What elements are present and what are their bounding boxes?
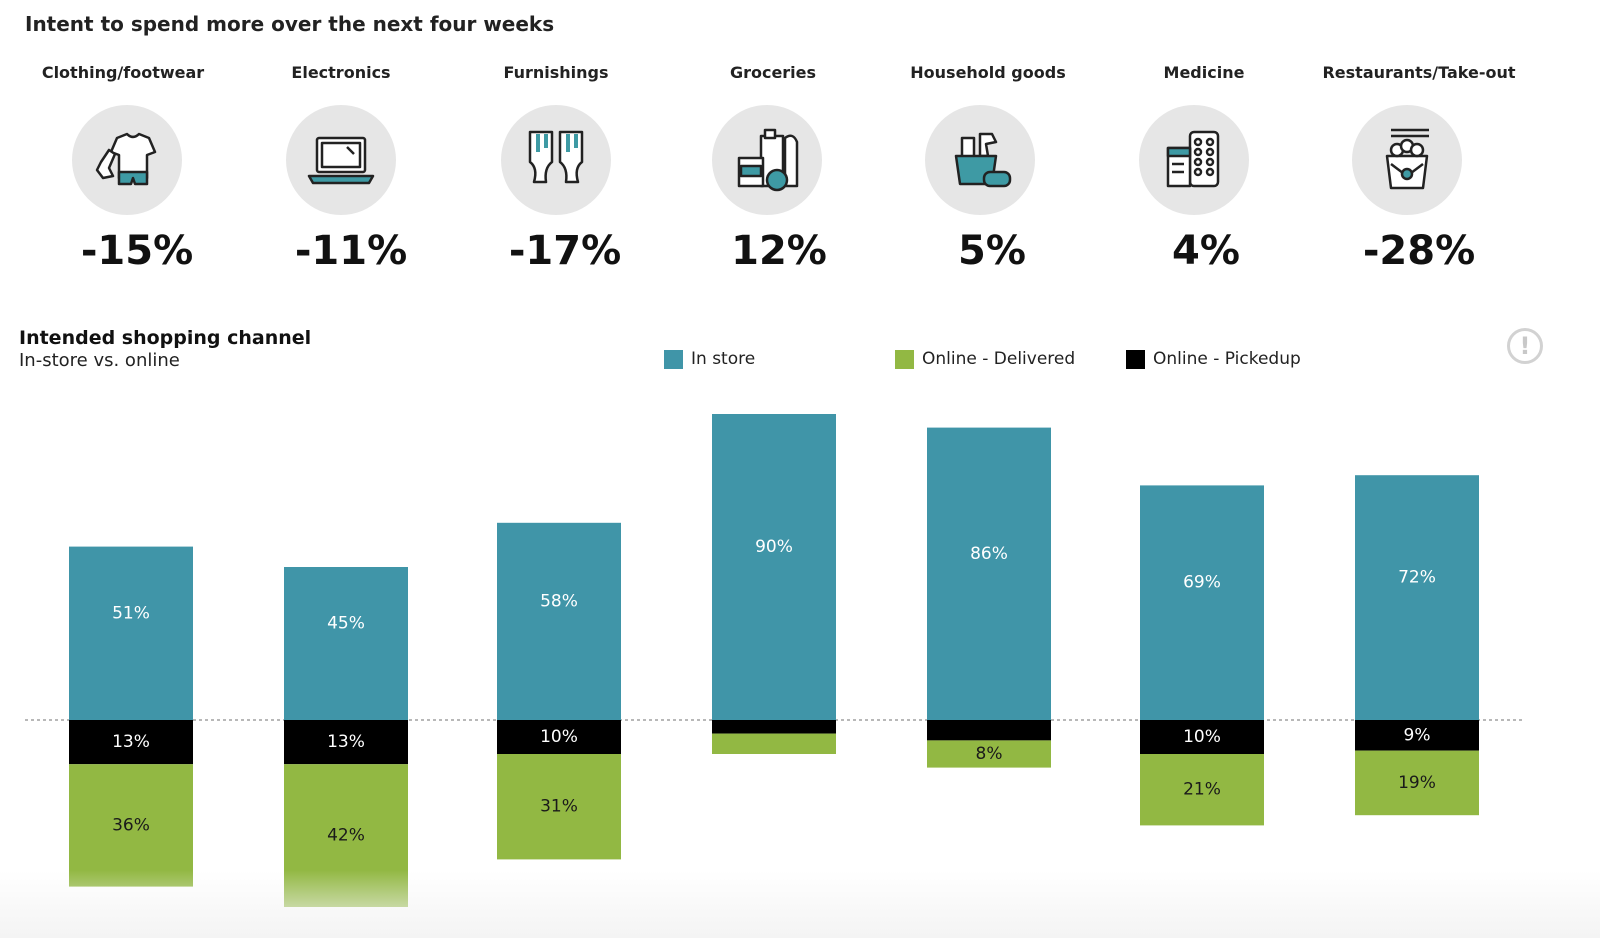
bar-online-pickedup (497, 720, 621, 754)
chart-subtitle: In-store vs. online (19, 350, 180, 371)
bar-online-pickedup (1355, 720, 1479, 751)
change-value-restaurants: -28% (1362, 228, 1476, 274)
change-value-groceries: 12% (731, 228, 827, 274)
data-label-online-delivered: 19% (1398, 773, 1436, 793)
data-label-online-delivered: 31% (540, 797, 578, 817)
bar-online-delivered (69, 764, 193, 887)
takeout-icon (1352, 105, 1462, 215)
bar-online-delivered (712, 733, 836, 754)
medicine-icon (1139, 105, 1249, 215)
chart-title: Intended shopping channel (19, 327, 312, 349)
bar-online-pickedup (284, 720, 408, 765)
laptop-icon (286, 105, 396, 215)
change-value-clothing: -15% (80, 228, 194, 274)
change-value-medicine: 4% (1172, 228, 1240, 274)
legend-swatch-online-pickedup (1126, 349, 1145, 369)
bar-online-pickedup (69, 720, 193, 765)
bar-in-store (1355, 475, 1479, 720)
bar-in-store (69, 546, 193, 720)
bar-in-store (927, 427, 1051, 720)
category-label-furnishings: Furnishings (503, 63, 609, 82)
bar-in-store (497, 522, 621, 720)
legend-online-pickedup: Online - Pickedup (1126, 349, 1301, 369)
data-label-in-store: 45% (327, 614, 365, 634)
category-label-electronics: Electronics (291, 63, 391, 82)
info-icon[interactable]: ! (1507, 328, 1543, 364)
bar-in-store (284, 567, 408, 720)
data-label-in-store: 51% (112, 603, 150, 623)
data-label-in-store: 58% (540, 591, 578, 611)
bar-online-pickedup (1140, 720, 1264, 754)
category-label-clothing: Clothing/footwear (41, 63, 205, 82)
data-label-in-store: 86% (970, 544, 1008, 564)
category-label-household: Household goods (910, 63, 1066, 82)
data-label-in-store: 69% (1183, 573, 1221, 593)
legend-swatch-online-delivered (895, 349, 914, 369)
bar-online-delivered (1140, 754, 1264, 826)
legend-label-in-store: In store (691, 349, 756, 369)
bar-in-store (712, 414, 836, 720)
category-label-medicine: Medicine (1163, 63, 1245, 82)
data-label-online-delivered: 8% (976, 744, 1003, 764)
bar-online-pickedup (712, 720, 836, 734)
legend-label-online-pickedup: Online - Pickedup (1153, 349, 1301, 369)
data-label-online-pickedup: 10% (1183, 727, 1221, 747)
page-title: Intent to spend more over the next four … (25, 12, 555, 36)
category-label-restaurants: Restaurants/Take-out (1322, 63, 1516, 82)
legend-in-store: In store (664, 349, 755, 369)
data-label-online-delivered: 42% (327, 826, 365, 846)
data-label-online-pickedup: 9% (1404, 725, 1431, 745)
groceries-icon (712, 105, 822, 215)
bar-online-pickedup (927, 720, 1051, 741)
change-value-furnishings: -17% (508, 228, 622, 274)
data-label-in-store: 90% (755, 537, 793, 557)
data-label-online-pickedup: 13% (327, 732, 365, 752)
data-label-online-delivered: 21% (1183, 780, 1221, 800)
cleaning-icon (925, 105, 1035, 215)
bar-online-delivered (497, 754, 621, 860)
legend-online-delivered: Online - Delivered (895, 349, 1075, 369)
data-label-online-pickedup: 10% (540, 727, 578, 747)
bar-online-delivered (1355, 750, 1479, 816)
change-value-electronics: -11% (294, 228, 408, 274)
curtains-icon (501, 105, 611, 215)
bar-online-delivered (927, 740, 1051, 768)
category-label-groceries: Groceries (729, 63, 817, 82)
data-label-in-store: 72% (1398, 568, 1436, 588)
data-label-online-delivered: 36% (112, 815, 150, 835)
bar-in-store (1140, 485, 1264, 720)
data-label-online-pickedup: 13% (112, 732, 150, 752)
legend-label-online-delivered: Online - Delivered (922, 349, 1076, 369)
change-value-household: 5% (958, 228, 1026, 274)
legend-swatch-in-store (664, 349, 683, 369)
clothing-icon (72, 105, 182, 215)
